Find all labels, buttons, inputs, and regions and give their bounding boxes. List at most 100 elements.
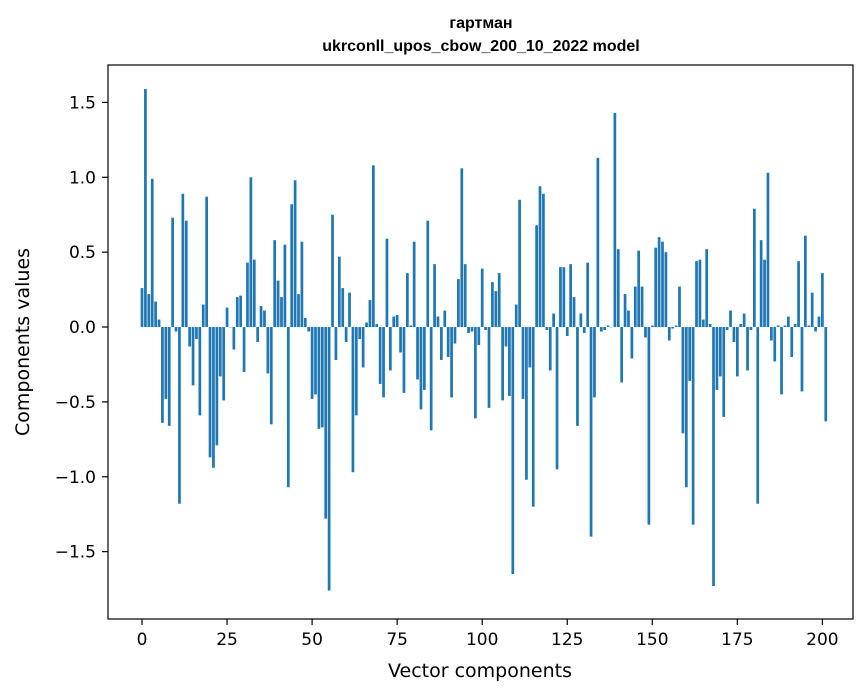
bar: [718, 327, 722, 377]
y-axis-ticks: −1.5 −1.0 −0.5 0.0 0.5 1.0 1.5: [55, 93, 108, 563]
bar: [429, 327, 433, 431]
bar: [276, 280, 280, 328]
bar: [201, 304, 205, 328]
bar: [283, 244, 287, 328]
bar: [701, 319, 705, 328]
bar: [582, 327, 586, 334]
bar: [205, 196, 209, 328]
bar: [688, 327, 692, 381]
bar: [763, 259, 766, 328]
bar: [671, 327, 675, 329]
bar: [576, 327, 579, 426]
bar: [450, 327, 453, 398]
bar: [178, 327, 181, 504]
bar: [742, 313, 746, 328]
bar: [351, 327, 355, 473]
bar: [586, 262, 590, 328]
bar: [480, 268, 484, 328]
x-tick-label: 100: [466, 630, 498, 650]
bar: [188, 327, 191, 347]
bar: [242, 327, 246, 372]
bar: [800, 327, 804, 392]
bar: [504, 327, 508, 347]
bar: [239, 295, 243, 328]
bar: [821, 273, 824, 328]
bar: [195, 327, 198, 340]
bar: [521, 327, 525, 399]
bar: [759, 240, 763, 328]
chart-title-line1: гартман: [449, 15, 512, 32]
bar: [531, 327, 535, 507]
bar: [487, 327, 491, 408]
bar: [623, 294, 627, 328]
bar: [171, 217, 174, 328]
bar: [491, 282, 494, 328]
bar: [654, 247, 658, 328]
bar: [331, 214, 334, 328]
bar: [807, 325, 811, 328]
bar: [327, 327, 331, 591]
bar: [361, 327, 365, 368]
bar: [225, 307, 229, 328]
y-tick-label: 0.0: [69, 318, 96, 338]
bar: [314, 327, 317, 395]
bar: [603, 327, 607, 331]
bar: [164, 327, 168, 399]
bar: [756, 327, 760, 504]
bar: [674, 325, 678, 328]
y-axis-label: Components values: [12, 248, 34, 436]
bar: [729, 310, 732, 328]
x-axis-label: Vector components: [388, 660, 572, 682]
bar: [824, 327, 828, 422]
bar: [494, 291, 498, 328]
x-tick-label: 25: [216, 630, 238, 650]
chart-title-line2: ukrconll_upos_cbow_200_10_2022 model: [322, 38, 639, 55]
bar: [735, 327, 739, 377]
bar: [790, 327, 794, 357]
y-tick-label: 0.5: [69, 243, 96, 263]
bar: [337, 256, 341, 328]
bar: [637, 250, 641, 328]
bar: [286, 327, 290, 488]
bar: [388, 327, 392, 371]
bar: [474, 327, 477, 419]
bar: [317, 327, 321, 429]
bar: [579, 313, 583, 328]
bar: [647, 327, 651, 525]
bar: [263, 310, 266, 328]
bar: [616, 249, 620, 328]
bar: [273, 240, 277, 328]
bar: [246, 262, 249, 328]
bar: [562, 267, 566, 328]
bar: [218, 327, 222, 377]
bar: [460, 168, 464, 328]
bar: [463, 264, 467, 328]
bar: [334, 327, 338, 360]
bar: [235, 297, 239, 328]
bar: [470, 327, 474, 332]
bar: [793, 324, 797, 328]
bar: [249, 177, 253, 328]
bar: [569, 264, 573, 328]
bar: [770, 327, 773, 341]
bar: [140, 288, 144, 328]
bar: [167, 327, 171, 426]
bar: [780, 327, 783, 395]
bar: [174, 327, 178, 332]
bar: [256, 327, 260, 342]
bar: [667, 327, 671, 341]
bar: [508, 327, 511, 396]
bar: [310, 327, 314, 399]
bar: [215, 327, 219, 446]
bar: [501, 327, 504, 401]
bar: [440, 327, 443, 360]
bar: [161, 327, 164, 423]
bar: [354, 327, 358, 416]
bar: [599, 327, 603, 332]
bar: [423, 327, 426, 390]
bar: [348, 292, 351, 328]
bar: [657, 237, 661, 328]
bar: [300, 241, 304, 328]
x-axis-ticks: 0 25 50 75 100 125 150 175 200: [137, 619, 839, 650]
